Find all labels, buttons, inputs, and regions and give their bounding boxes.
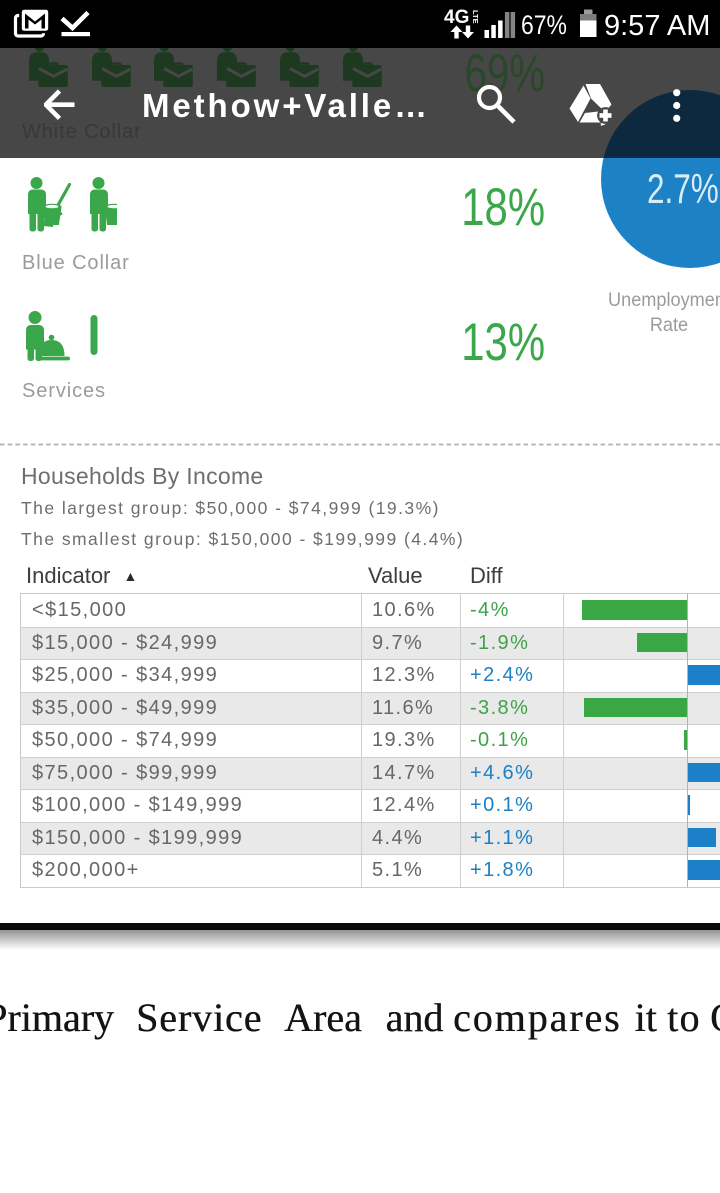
- svg-text:LTE: LTE: [471, 10, 480, 24]
- svg-text:9:57 AM: 9:57 AM: [604, 10, 710, 42]
- svg-text:4G: 4G: [444, 7, 469, 28]
- svg-text:67%: 67%: [521, 10, 567, 40]
